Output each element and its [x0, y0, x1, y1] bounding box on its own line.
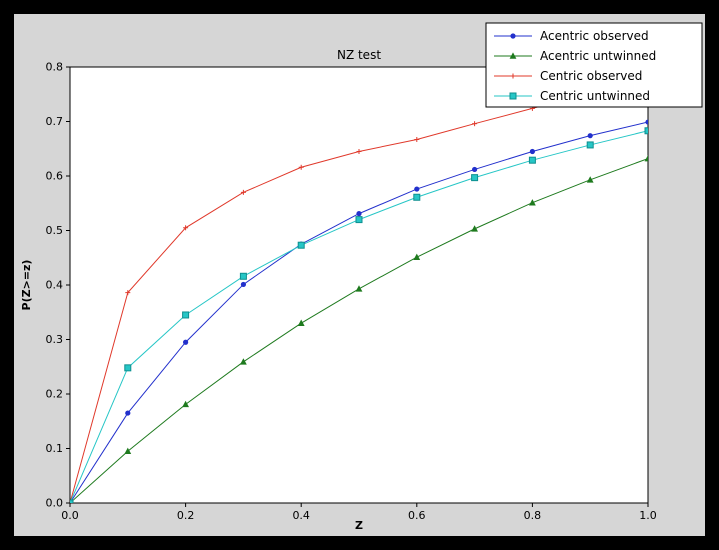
circle-marker: [472, 166, 478, 173]
legend-item: Centric observed: [494, 69, 642, 83]
y-tick-label: 0.3: [46, 333, 64, 346]
triangle-marker: [355, 285, 363, 292]
plot-area: [69, 66, 649, 504]
legend-item: Acentric observed: [494, 29, 649, 43]
y-tick-label: 0.0: [46, 497, 64, 510]
plot-group: 0.0 0.2 0.4 0.6 0.8 1.0 0.0 0.1 0.2 0.3 0.4 0.5 0.6 0…: [20, 22, 703, 532]
x-tick-label: 0.4: [292, 509, 310, 522]
x-axis-label: Z: [355, 519, 363, 532]
square-marker: [239, 272, 247, 280]
square-marker: [471, 174, 479, 182]
circle-marker: [356, 211, 362, 217]
y-tick-label: 0.2: [46, 388, 64, 401]
square-marker: [70, 499, 74, 503]
triangle-marker: [586, 176, 594, 183]
circle-marker: [645, 119, 648, 125]
series-acentric-untwinned: [70, 154, 648, 503]
x-tick-label: 1.0: [639, 509, 657, 522]
triangle-marker: [413, 253, 421, 261]
triangle-marker: [529, 199, 536, 206]
series-acentric-observed: [70, 119, 648, 503]
legend-label: Centric untwinned: [540, 89, 650, 103]
square-marker: [413, 193, 421, 201]
circle-marker: [240, 281, 246, 288]
x-tick-label: 0.6: [408, 509, 426, 522]
y-tick-label: 0.4: [46, 279, 64, 292]
triangle-marker: [509, 52, 517, 59]
legend: Acentric observed Acentric untwinned Centr…: [485, 22, 703, 108]
legend-item: Centric untwinned: [494, 89, 650, 103]
legend-box: [485, 22, 703, 108]
circle-marker: [529, 148, 536, 155]
legend-label: Acentric observed: [540, 29, 649, 43]
circle-marker: [587, 133, 593, 139]
circle-marker: [183, 339, 189, 345]
y-tick-label: 0.1: [46, 442, 64, 455]
chart-title: NZ test: [337, 48, 381, 62]
square-marker: [355, 216, 363, 224]
axis-ticks: 0.0 0.2 0.4 0.6 0.8 1.0 0.0 0.1 0.2 0.3 0.4 0.5 0.6 0…: [46, 61, 657, 523]
x-tick-label: 0.2: [177, 509, 195, 522]
triangle-marker: [471, 225, 478, 232]
legend-label: Centric observed: [540, 69, 642, 83]
circle-marker: [510, 33, 516, 39]
legend-label: Acentric untwinned: [540, 49, 656, 63]
triangle-marker: [240, 358, 247, 365]
y-axis-label: P(Z>=z): [20, 260, 33, 311]
y-tick-label: 0.8: [46, 61, 64, 74]
square-marker: [509, 92, 517, 100]
square-marker: [644, 127, 648, 135]
square-marker: [124, 364, 132, 372]
triangle-marker: [124, 447, 132, 455]
circle-marker: [414, 186, 420, 192]
y-tick-label: 0.7: [46, 115, 64, 128]
triangle-marker: [644, 154, 648, 162]
square-marker: [297, 241, 305, 249]
series-centric-untwinned: [70, 127, 648, 503]
x-tick-label: 0.0: [61, 509, 79, 522]
square-marker: [182, 311, 190, 319]
legend-item: Acentric untwinned: [494, 49, 656, 63]
x-tick-label: 0.8: [524, 509, 542, 522]
square-marker: [586, 141, 594, 149]
square-marker: [528, 156, 536, 164]
triangle-marker: [297, 319, 305, 326]
y-tick-label: 0.6: [46, 170, 64, 183]
circle-marker: [125, 410, 131, 416]
triangle-marker: [182, 400, 189, 408]
y-tick-label: 0.5: [46, 224, 64, 237]
